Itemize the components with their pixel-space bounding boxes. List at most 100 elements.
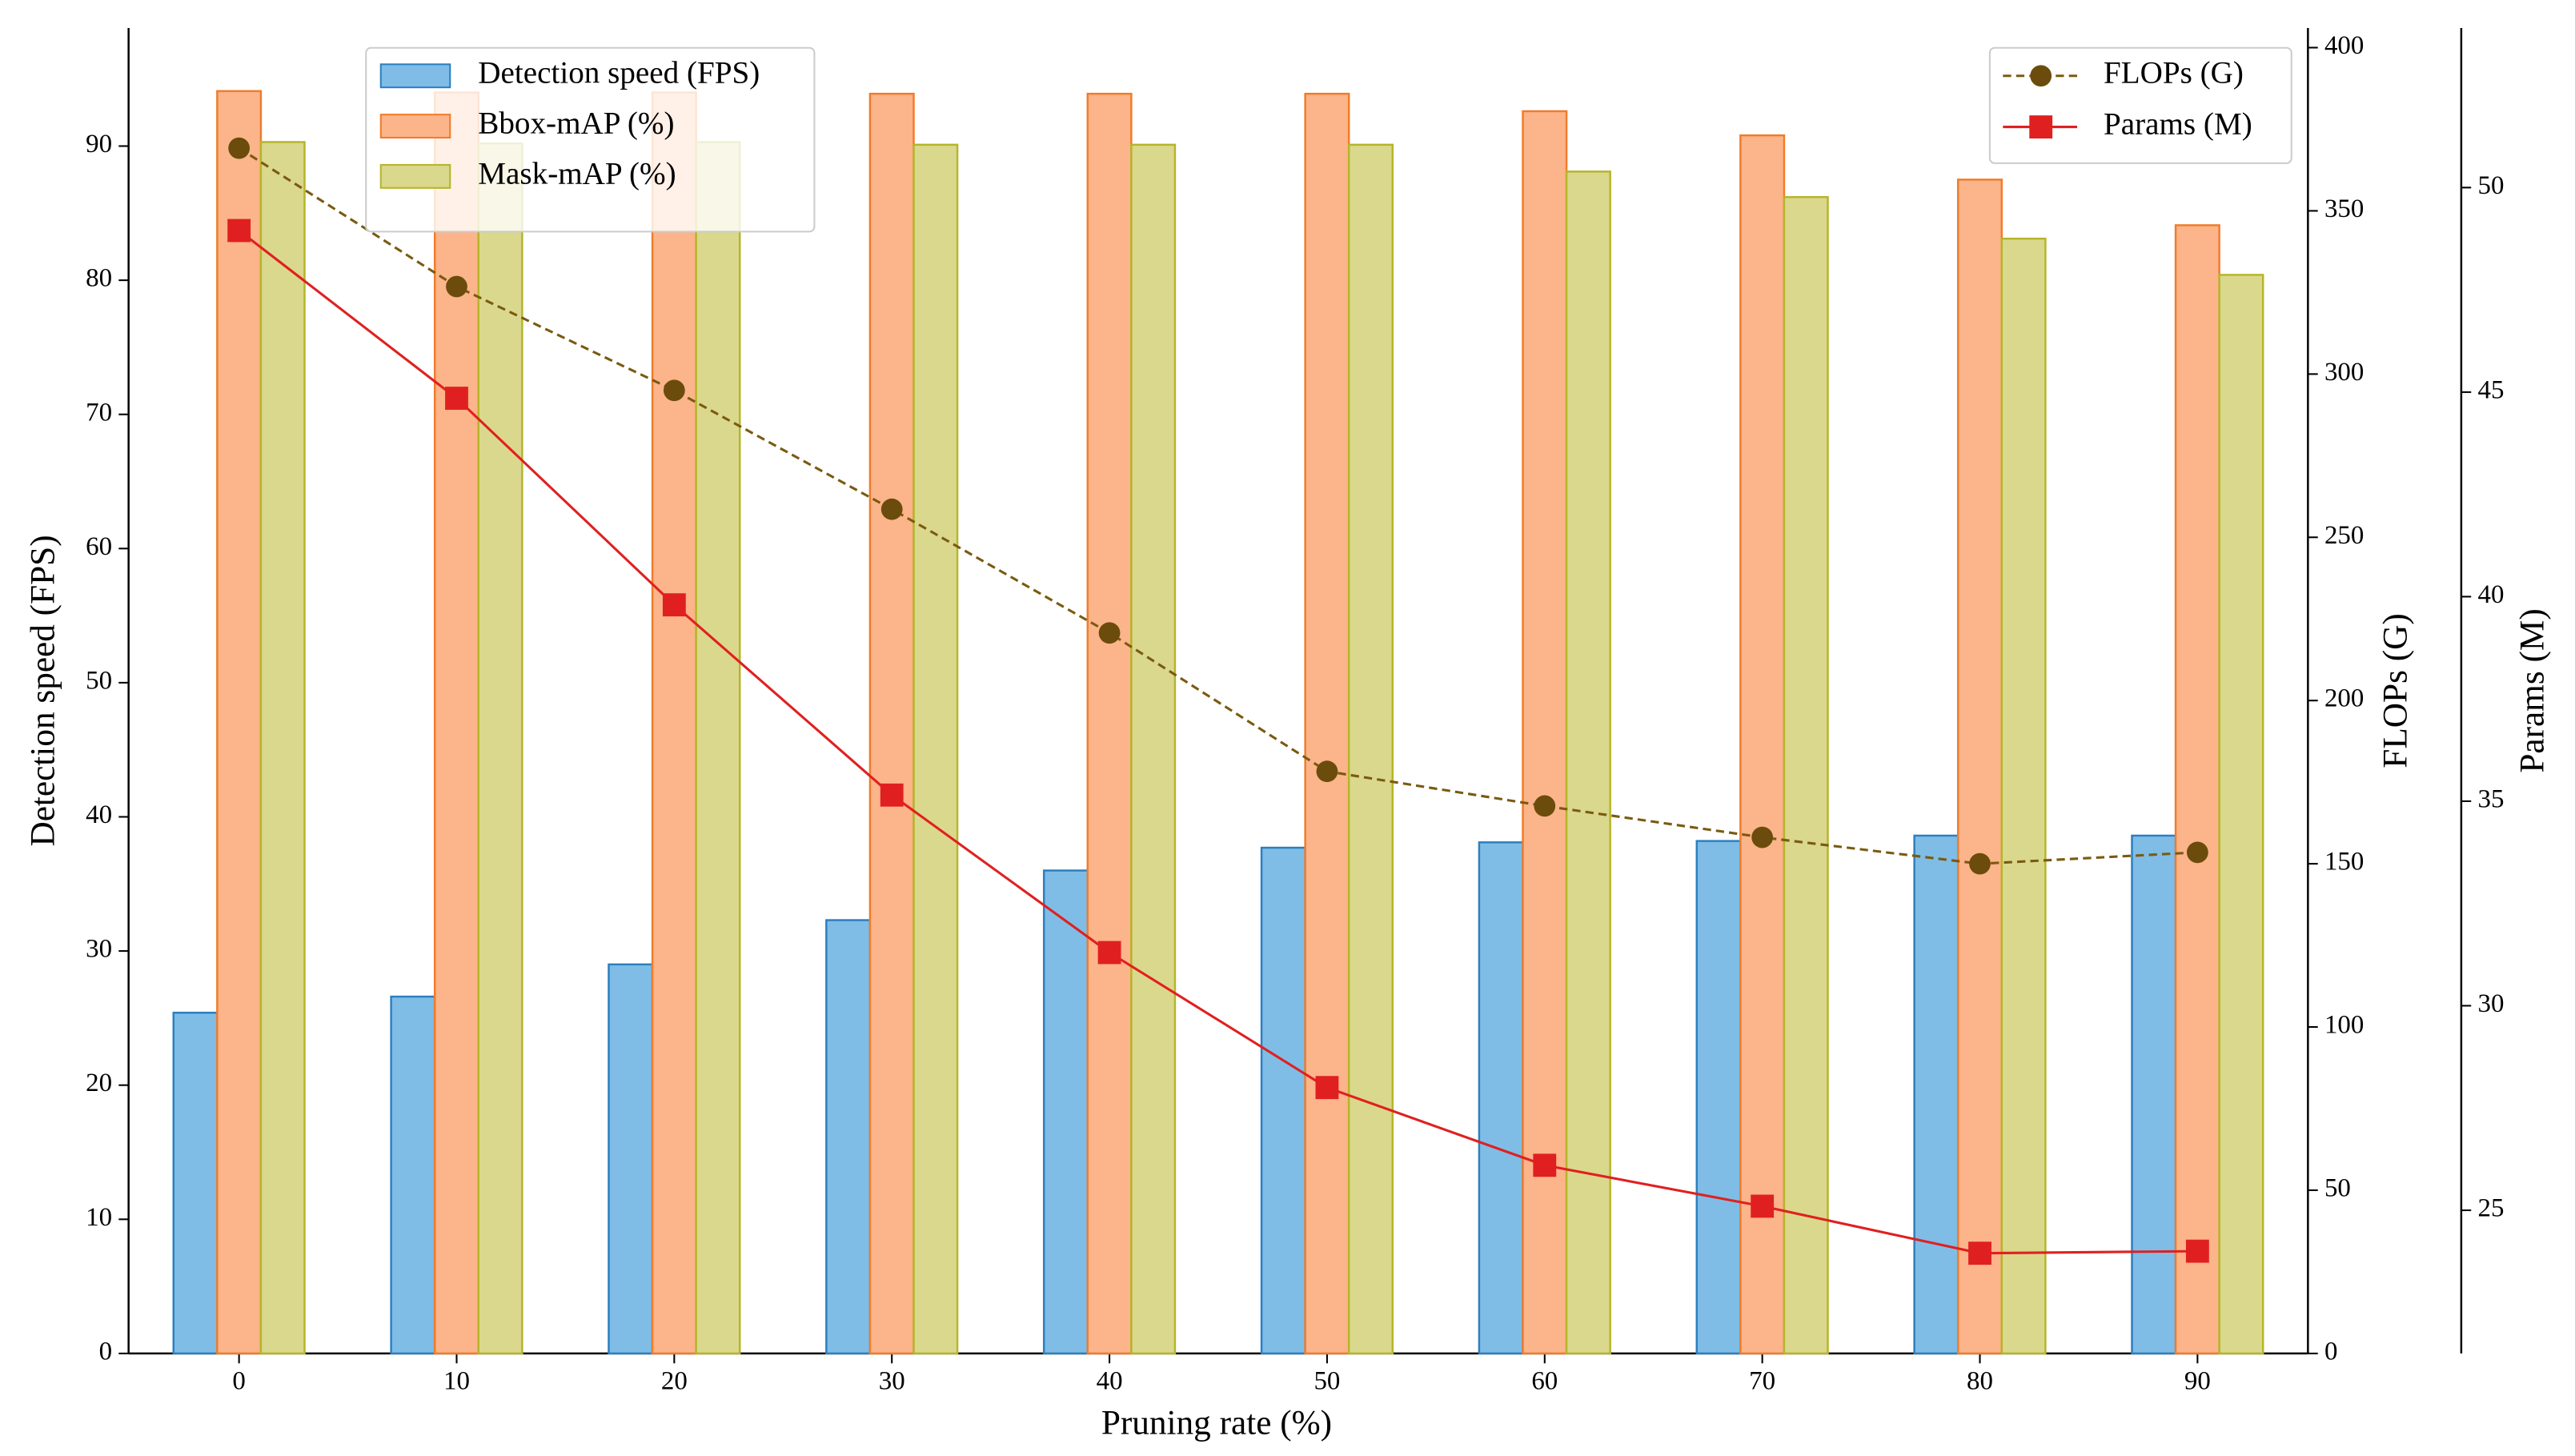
marker: [1968, 1241, 1991, 1265]
y-tick-label: 30: [86, 935, 112, 964]
marker: [663, 379, 685, 402]
bar: [608, 963, 654, 1355]
x-tick-label: 90: [2184, 1367, 2211, 1396]
bar: [1086, 92, 1133, 1355]
x-tick-label: 50: [1314, 1367, 1340, 1396]
y-axis-label: Detection speed (FPS): [24, 535, 62, 846]
bar: [216, 90, 263, 1355]
y-tick-label: 50: [86, 666, 112, 695]
legend-label: Params (M): [2104, 107, 2252, 142]
bar: [1783, 195, 1829, 1355]
x-tick-label: 60: [1531, 1367, 1558, 1396]
x-tick-label: 30: [879, 1367, 905, 1396]
y3-tick-label: 25: [2477, 1194, 2504, 1223]
y2-tick-label: 300: [2324, 358, 2364, 387]
marker: [1315, 1076, 1339, 1100]
x-tick-label: 0: [232, 1367, 245, 1396]
y-tick-label: 60: [86, 532, 112, 561]
bar: [172, 1011, 219, 1355]
legend-label: Mask-mAP (%): [478, 156, 676, 191]
bar: [259, 141, 306, 1355]
y3-tick-label: 50: [2477, 171, 2504, 200]
marker: [1316, 760, 1338, 783]
marker: [1098, 622, 1121, 644]
marker: [2029, 115, 2053, 139]
bar: [477, 142, 523, 1355]
bar: [2000, 237, 2047, 1355]
y2-tick-label: 100: [2324, 1011, 2364, 1040]
marker: [1751, 826, 1774, 848]
bar: [695, 141, 741, 1355]
bar: [912, 143, 959, 1355]
y-tick-label: 70: [86, 398, 112, 427]
marker: [2030, 65, 2052, 87]
bar: [1260, 846, 1306, 1355]
marker: [2185, 1239, 2209, 1263]
marker: [880, 783, 904, 807]
marker: [446, 275, 467, 298]
y2-tick-label: 250: [2324, 521, 2364, 550]
y2-tick-label: 0: [2324, 1337, 2337, 1366]
y2-tick-label: 200: [2324, 684, 2364, 713]
y-tick-label: 80: [86, 264, 112, 293]
y2-tick-label: 50: [2324, 1174, 2351, 1203]
bar: [2174, 224, 2220, 1355]
marker: [880, 498, 903, 520]
marker: [227, 219, 251, 243]
legend-label: Bbox-mAP (%): [478, 106, 674, 141]
y-tick-label: 0: [99, 1337, 112, 1366]
y2-axis-label: FLOPs (G): [2376, 613, 2415, 768]
bar: [1130, 143, 1177, 1355]
x-tick-label: 20: [661, 1367, 688, 1396]
bar: [825, 919, 872, 1355]
bar: [1347, 143, 1394, 1355]
legend-label: FLOPs (G): [2104, 56, 2244, 90]
bar: [1695, 840, 1742, 1355]
y3-tick-label: 30: [2477, 989, 2504, 1018]
legend-box: [1988, 46, 2292, 164]
line: [238, 146, 2198, 865]
y3-axis-label: Params (M): [2513, 608, 2551, 772]
bar: [1304, 92, 1350, 1355]
bar: [1913, 834, 1959, 1355]
marker: [1751, 1194, 1775, 1218]
bar: [651, 91, 697, 1355]
bar: [1565, 170, 1611, 1355]
y2-tick-label: 400: [2324, 31, 2364, 60]
x-axis-label: Pruning rate (%): [1101, 1403, 1332, 1442]
line: [238, 229, 2198, 1255]
marker: [1097, 941, 1121, 965]
y-tick-label: 10: [86, 1203, 112, 1232]
legend-box: [365, 46, 816, 233]
marker: [1534, 795, 1556, 817]
marker: [228, 137, 251, 159]
bar: [2131, 834, 2177, 1355]
y-tick-label: 90: [86, 130, 112, 158]
y2-tick-label: 150: [2324, 848, 2364, 876]
legend-swatch: [379, 63, 451, 89]
bar: [1042, 869, 1089, 1355]
x-tick-label: 10: [443, 1367, 470, 1396]
bar: [868, 92, 915, 1355]
marker: [2186, 841, 2208, 864]
x-tick-label: 80: [1967, 1367, 1993, 1396]
y3-tick-label: 40: [2477, 580, 2504, 609]
marker: [1533, 1153, 1557, 1177]
legend-label: Detection speed (FPS): [478, 56, 760, 90]
y-tick-label: 20: [86, 1069, 112, 1097]
bar: [390, 995, 436, 1355]
y3-tick-label: 45: [2477, 375, 2504, 404]
bar: [2218, 274, 2264, 1355]
bar: [1956, 178, 2003, 1355]
bar: [1478, 841, 1524, 1355]
x-tick-label: 70: [1749, 1367, 1775, 1396]
bar: [1739, 134, 1786, 1355]
bar: [433, 91, 480, 1355]
legend-swatch: [379, 114, 451, 139]
x-tick-label: 40: [1097, 1367, 1123, 1396]
y3-tick-label: 35: [2477, 785, 2504, 814]
marker: [445, 387, 468, 410]
marker: [1969, 852, 1991, 875]
